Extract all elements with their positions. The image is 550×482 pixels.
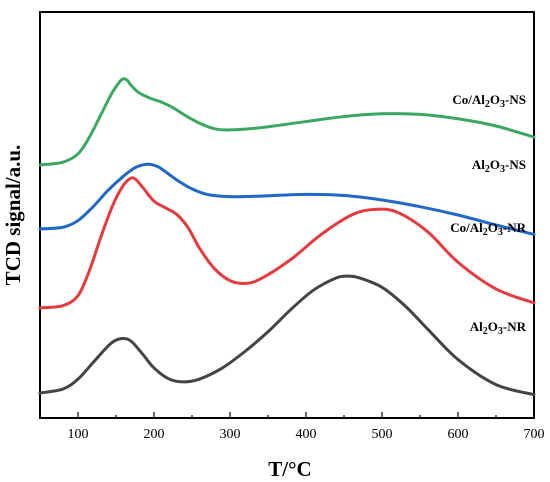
x-tick-label: 200 (144, 427, 165, 442)
series-label-3: Co/Al2O3-NR (450, 220, 526, 238)
x-tick-label: 700 (524, 427, 545, 442)
series-label-1: Co/Al2O3-NS (452, 92, 526, 110)
x-tick-label: 100 (68, 427, 89, 442)
series-label-4: Al2O3-NR (470, 319, 527, 337)
series-label-layer: Co/Al2O3-NS Al2O3-NS Co/Al2O3-NR Al2O3-NR (450, 92, 526, 337)
series-line-2 (38, 162, 536, 236)
x-tick-layer: 100 200 300 400 500 600 700 (39, 412, 545, 442)
x-tick-label: 300 (220, 427, 241, 442)
y-axis-title: TCD signal/a.u. (1, 145, 25, 286)
series-label-2: Al2O3-NS (472, 157, 526, 175)
series-layer (38, 77, 536, 397)
x-tick-label: 600 (448, 427, 469, 442)
series-line-3 (38, 176, 536, 310)
x-tick-label: 400 (296, 427, 317, 442)
plot-frame (39, 11, 535, 419)
x-tick-label: 500 (372, 427, 393, 442)
x-axis-title: T/°C (268, 457, 311, 481)
series-line-1 (38, 77, 536, 167)
series-line-4 (38, 274, 536, 397)
